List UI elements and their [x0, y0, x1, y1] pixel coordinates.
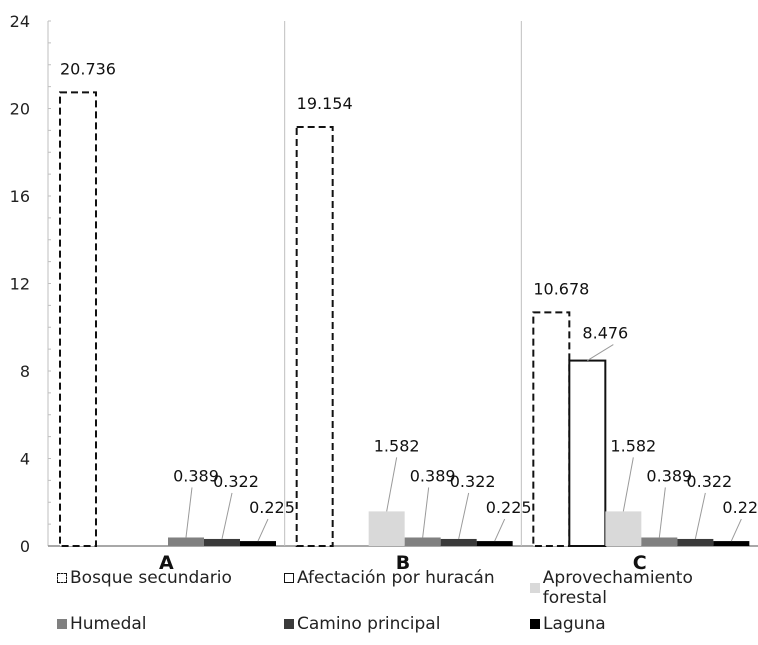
data-label: 10.678 [533, 279, 589, 298]
legend-item: Aprovechamiento forestal [530, 568, 758, 608]
y-tick-label: 0 [20, 537, 30, 556]
legend-swatch [530, 619, 540, 629]
label-leader-line [185, 487, 193, 538]
data-label: 0.322 [686, 472, 732, 491]
y-tick-label: 16 [10, 187, 30, 206]
data-label: 0.225 [722, 498, 758, 517]
legend-swatch [57, 573, 67, 583]
data-label: 0.225 [486, 498, 532, 517]
label-leader-line [257, 518, 269, 542]
y-tick-label: 4 [20, 450, 30, 469]
legend-label: Aprovechamiento forestal [542, 568, 693, 608]
data-label: 0.322 [450, 472, 496, 491]
data-label: 20.736 [60, 59, 116, 78]
bar [404, 537, 441, 546]
legend-item: Afectación por huracán [284, 568, 495, 588]
legend-swatch [530, 583, 540, 593]
bar [368, 511, 405, 546]
category-label: C [633, 552, 647, 574]
data-label: 1.582 [374, 436, 420, 455]
axis-layer: 0 4 8 12 16 20 24 A B C [10, 12, 758, 574]
legend-swatch [57, 619, 67, 629]
bar [605, 511, 642, 546]
legend-label: Bosque secundario [70, 568, 232, 588]
bar [641, 537, 678, 546]
label-leader-line [422, 487, 430, 538]
label-leader-line [494, 518, 506, 542]
data-label: 0.389 [173, 466, 219, 485]
label-leader-line [658, 487, 666, 538]
label-leader-line [622, 457, 634, 512]
legend-swatch [284, 573, 294, 583]
legend-label: Camino principal [297, 614, 441, 634]
data-label: 0.225 [249, 498, 295, 517]
data-label: 8.476 [582, 324, 628, 343]
data-label: 0.389 [646, 466, 692, 485]
bar [295, 126, 334, 547]
legend-label: Humedal [70, 614, 147, 634]
y-tick-label: 12 [10, 275, 30, 294]
bar [568, 359, 607, 547]
legend-swatch [284, 619, 294, 629]
data-label: 19.154 [297, 94, 353, 113]
label-leader-line [694, 492, 706, 540]
label-leader-line [587, 344, 614, 362]
category-label: A [159, 552, 174, 574]
bar [59, 91, 97, 548]
legend-item: Humedal [57, 614, 147, 634]
legend-item: Laguna [530, 614, 606, 634]
data-label: 0.322 [213, 472, 259, 491]
label-leader-line [386, 457, 398, 512]
legend-label: Laguna [543, 614, 606, 634]
bar [204, 538, 240, 546]
y-tick-label: 24 [10, 12, 30, 31]
bar [476, 541, 513, 546]
bar [240, 541, 276, 546]
bar [440, 538, 477, 546]
bar [168, 537, 204, 546]
data-label: 1.582 [610, 436, 656, 455]
bar [532, 311, 571, 548]
y-tick-label: 20 [10, 100, 30, 119]
y-tick-label: 8 [20, 362, 30, 381]
label-leader-line [221, 492, 233, 540]
bar-layer [59, 91, 750, 548]
bar [677, 538, 714, 546]
bar [713, 541, 750, 546]
legend-item: Bosque secundario [57, 568, 232, 588]
label-leader-line [730, 518, 742, 542]
label-leader-line [458, 492, 470, 540]
legend-item: Camino principal [284, 614, 440, 634]
category-label: B [396, 552, 410, 574]
data-label: 0.389 [410, 466, 456, 485]
legend-label: Afectación por huracán [297, 568, 495, 588]
